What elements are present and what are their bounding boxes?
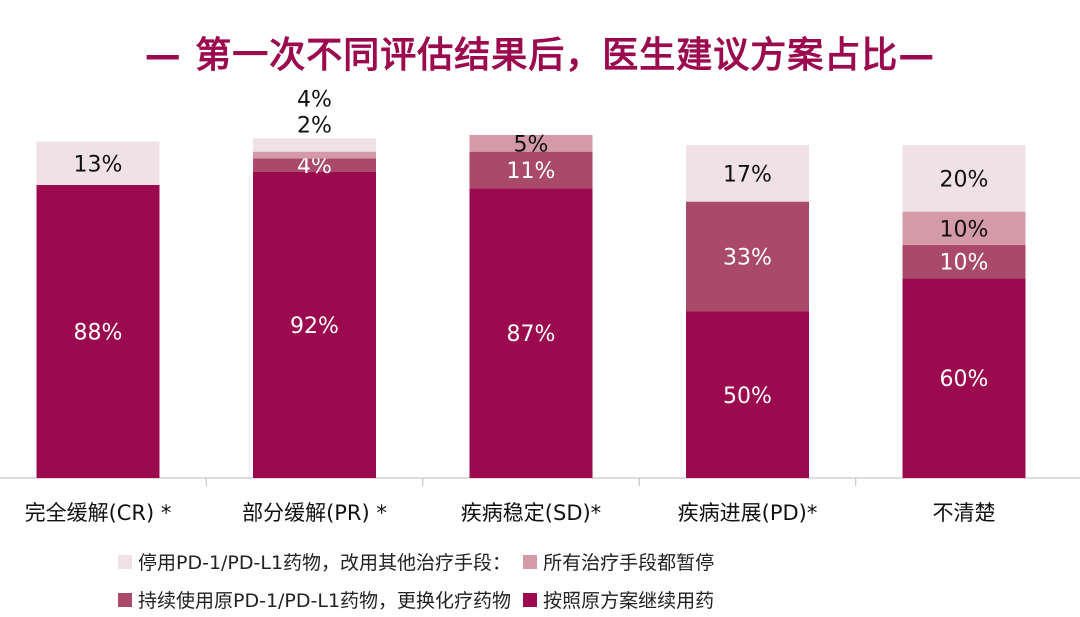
data-label: 17% (723, 162, 772, 187)
legend-swatch (523, 554, 538, 569)
legend-item: 按照原方案继续用药 (523, 586, 714, 613)
category-label: 疾病稳定(SD)* (461, 501, 601, 525)
category-label: 完全缓解(CR) * (25, 501, 172, 525)
chart-title: — 第一次不同评估结果后，医生建议方案占比— (144, 35, 936, 76)
bar-segment (469, 151, 593, 189)
legend-swatch (523, 592, 538, 607)
data-label: 60% (940, 367, 989, 392)
category-label: 疾病进展(PD)* (678, 501, 818, 525)
data-label: 4% (297, 87, 332, 112)
legend-swatch (118, 554, 132, 569)
bar-segment (469, 135, 593, 152)
data-label: 87% (507, 322, 556, 347)
legend-label: 按照原方案继续用药 (543, 590, 715, 612)
data-label: 13% (74, 152, 123, 177)
bar-segment (36, 141, 160, 185)
bar-segment (253, 171, 376, 478)
legend-label: 所有治疗手段都暂停 (543, 552, 715, 574)
bar-segment (253, 138, 376, 152)
legend-label: 停用PD-1/PD-L1药物，改用其他治疗手段： (138, 552, 512, 574)
data-label: 20% (940, 167, 989, 192)
category-label: 部分缓解(PR) * (242, 501, 387, 525)
bar-segment (686, 201, 809, 312)
legend-swatch (118, 592, 132, 607)
legend-item: 所有治疗手段都暂停 (523, 548, 714, 575)
bar-segment (902, 244, 1026, 279)
stacked-bar-chart: 88%13%完全缓解(CR) *92%4%2%4%部分缓解(PR) *87%11… (0, 87, 1080, 525)
bar-segment (902, 211, 1026, 245)
data-label: 2% (297, 113, 332, 138)
bar-segment (253, 158, 376, 172)
bar-segment (686, 145, 809, 202)
legend-item: 停用PD-1/PD-L1药物，改用其他治疗手段： (118, 548, 511, 575)
bar-segment (902, 278, 1026, 478)
bar-segment (36, 184, 160, 478)
data-label: 33% (723, 246, 772, 271)
data-label: 10% (940, 217, 989, 242)
bar-segment (253, 151, 376, 159)
bar-segment (902, 145, 1026, 212)
data-label: 5% (514, 132, 549, 157)
legend-item: 持续使用原PD-1/PD-L1药物，更换化疗药物 (118, 586, 511, 613)
category-label: 不清楚 (933, 501, 996, 525)
data-label: 88% (74, 320, 123, 345)
data-label: 50% (723, 384, 772, 409)
bar-segment (469, 188, 593, 479)
data-label: 92% (290, 314, 339, 339)
data-label: 10% (940, 251, 989, 276)
bar-segment (686, 311, 809, 478)
legend-label: 持续使用原PD-1/PD-L1药物，更换化疗药物 (138, 590, 512, 612)
data-label: 11% (507, 159, 556, 184)
